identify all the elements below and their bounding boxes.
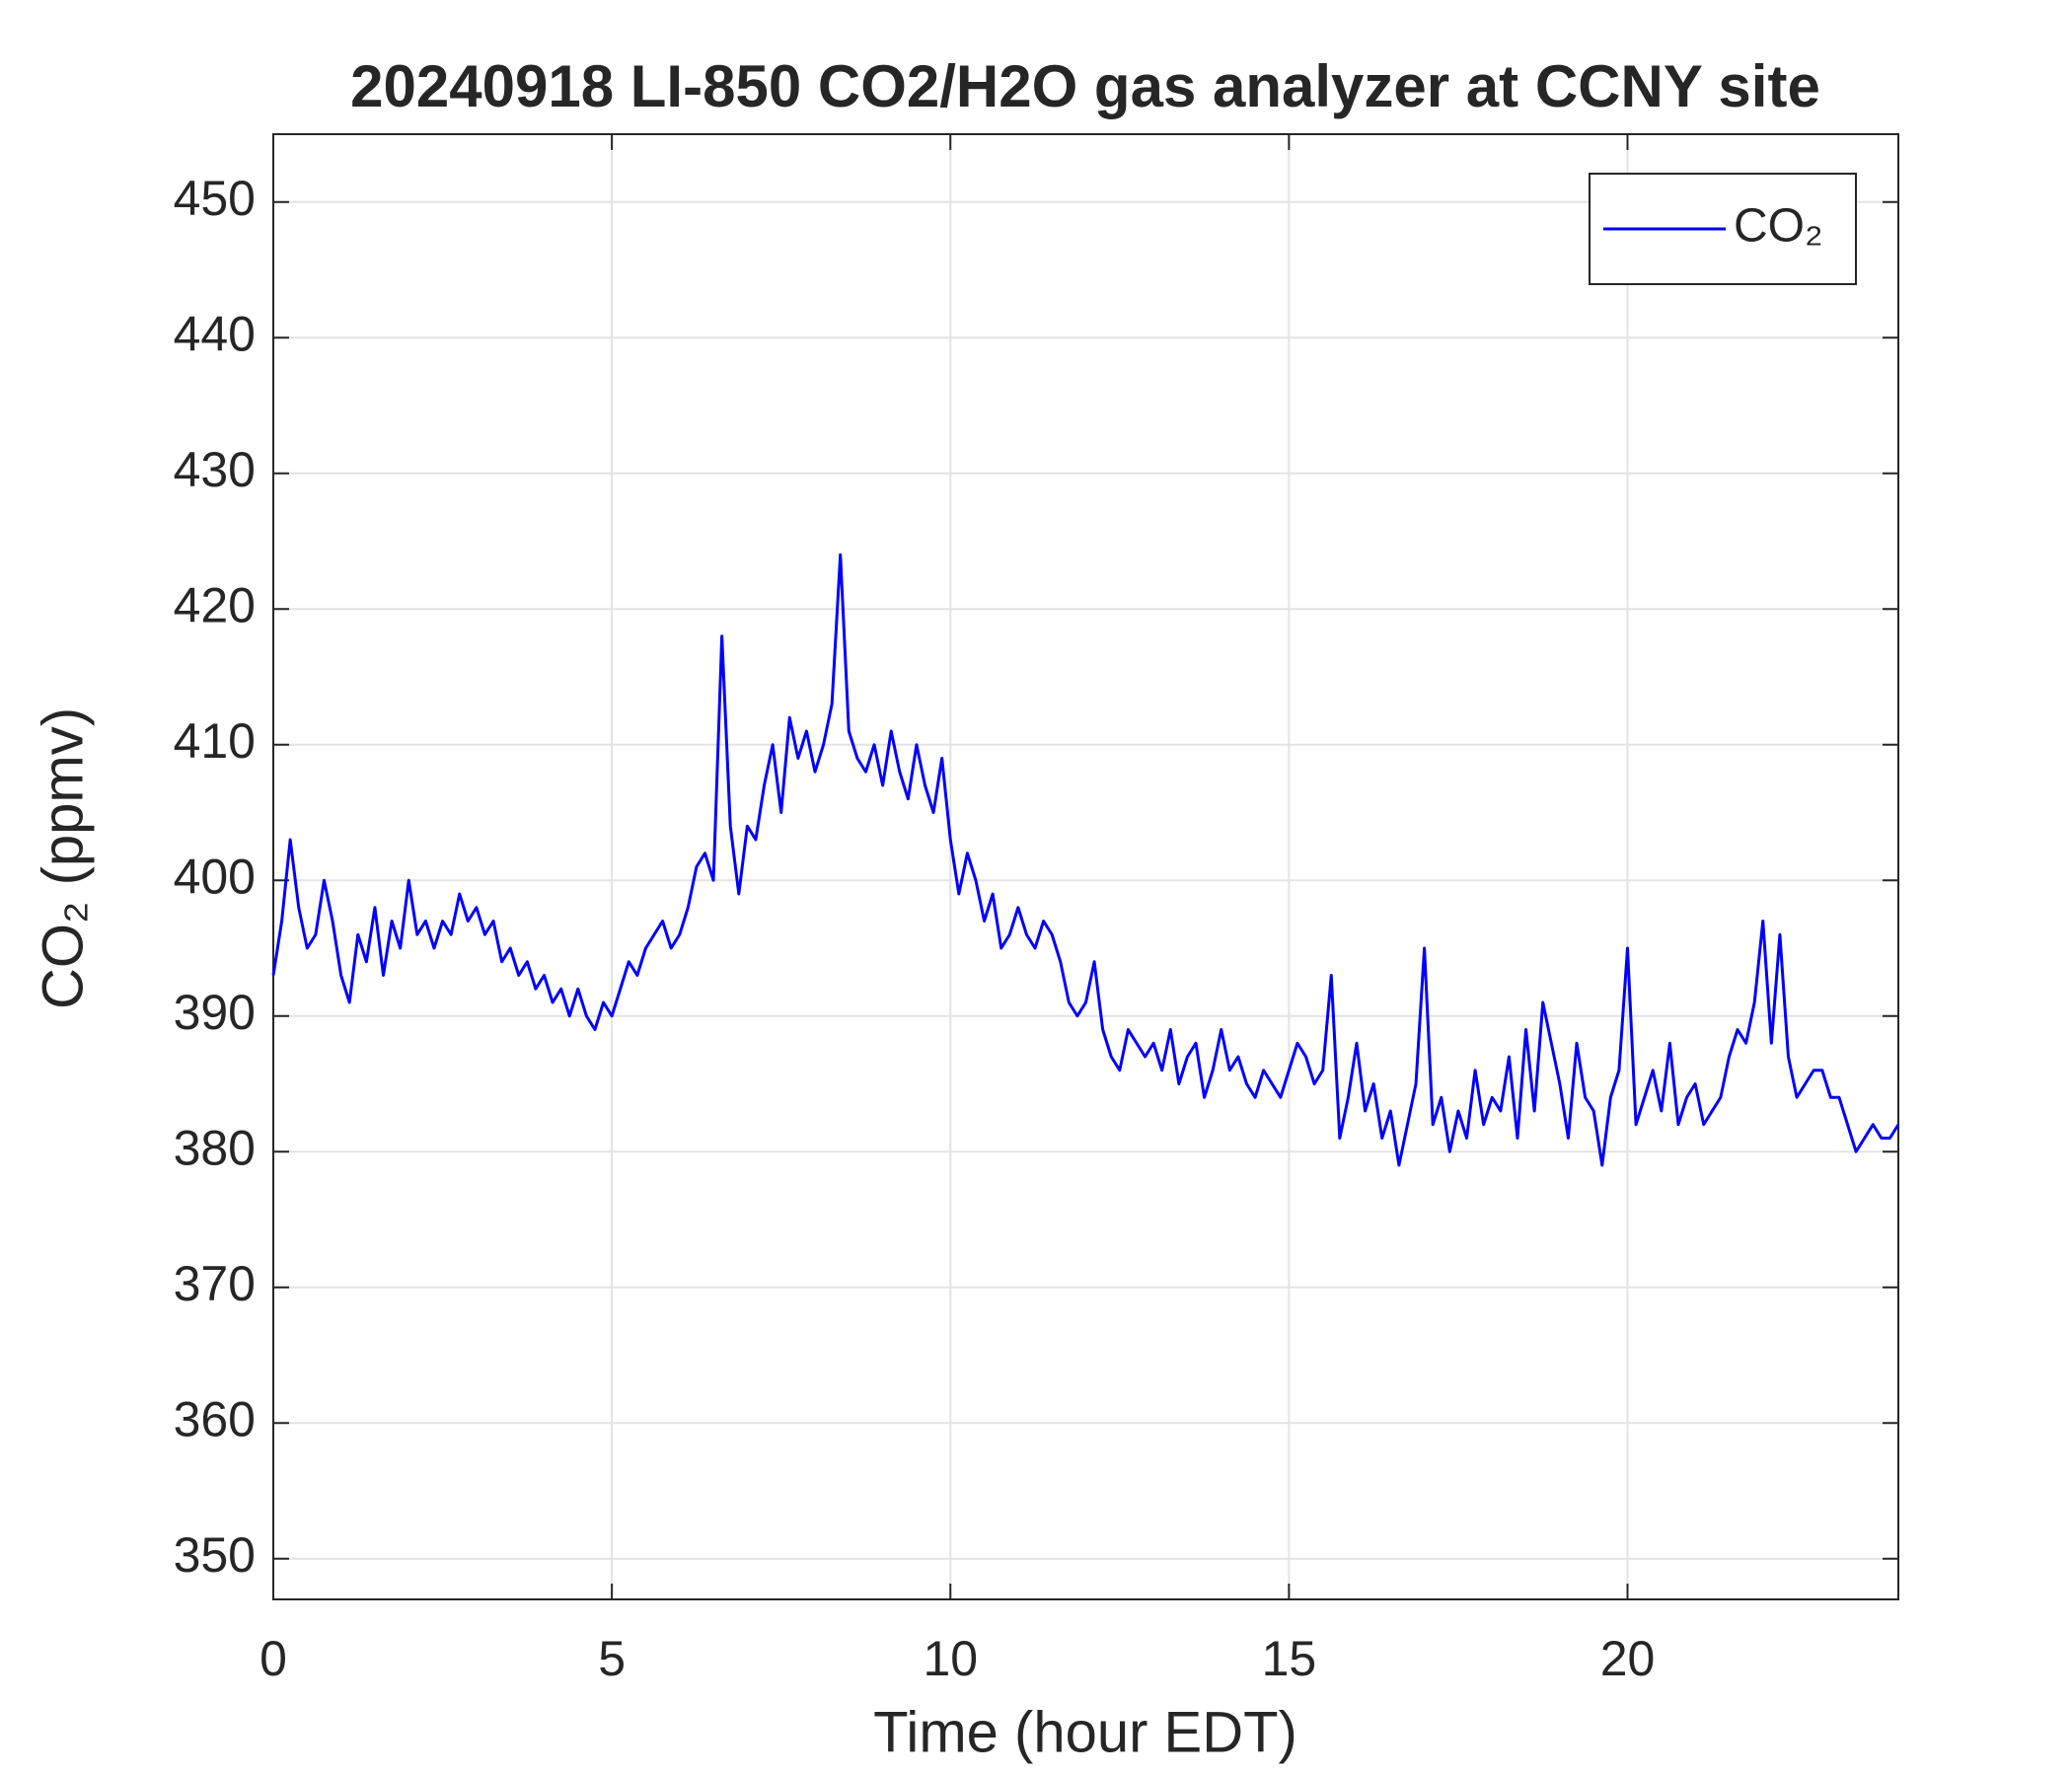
x-tick-label: 20 xyxy=(1600,1631,1656,1686)
x-tick-label: 5 xyxy=(598,1631,626,1686)
y-tick-label: 410 xyxy=(174,713,256,769)
data-line xyxy=(271,553,1900,1167)
legend-label: CO₂ xyxy=(1734,200,1823,253)
y-tick-label: 370 xyxy=(174,1256,256,1311)
x-tick-label: 15 xyxy=(1262,1631,1317,1686)
y-tick-label: 390 xyxy=(174,985,256,1040)
x-axis-label: Time (hour EDT) xyxy=(873,1700,1297,1764)
y-tick-label: 350 xyxy=(174,1527,256,1583)
y-tick-label: 400 xyxy=(174,849,256,904)
y-tick-label: 450 xyxy=(174,171,256,226)
y-tick-label: 430 xyxy=(174,442,256,497)
x-tick-label: 0 xyxy=(259,1631,287,1686)
y-tick-label: 360 xyxy=(174,1391,256,1446)
plot-frame xyxy=(272,133,1899,1600)
y-tick-label: 440 xyxy=(174,306,256,361)
y-tick-label: 420 xyxy=(174,577,256,632)
chart-title: 20240918 LI-850 CO2/H2O gas analyzer at … xyxy=(350,53,1820,119)
y-tick-label: 380 xyxy=(174,1120,256,1175)
y-axis-label: CO₂ (ppmv) xyxy=(31,707,95,1009)
x-tick-label: 10 xyxy=(923,1631,978,1686)
